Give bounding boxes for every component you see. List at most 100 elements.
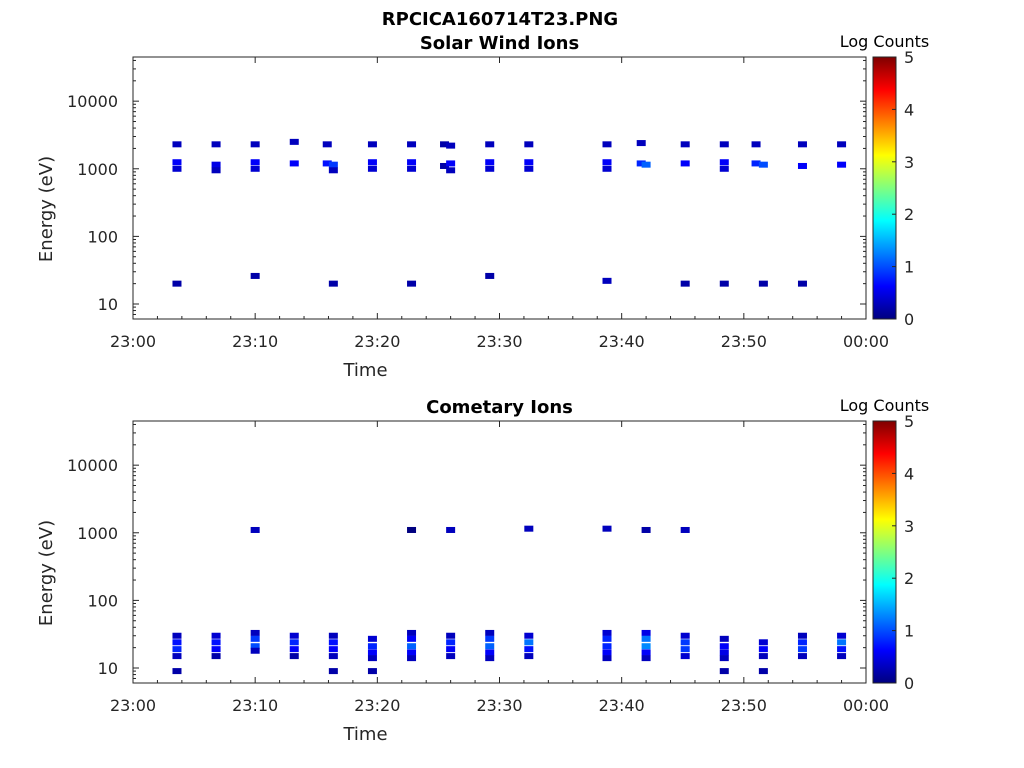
heatmap-cell bbox=[407, 165, 417, 172]
heatmap-cell bbox=[211, 167, 221, 174]
heatmap-cell bbox=[172, 639, 182, 646]
heatmap-cell bbox=[719, 643, 729, 650]
heatmap-cells bbox=[172, 138, 847, 287]
heatmap-cells bbox=[172, 525, 847, 675]
heatmap-cell bbox=[250, 272, 260, 279]
heatmap-cell bbox=[758, 639, 768, 646]
heatmap-cell bbox=[172, 653, 182, 660]
heatmap-cell bbox=[407, 159, 417, 166]
x-tick-label: 23:00 bbox=[110, 332, 156, 351]
colorbar-tick-label: 4 bbox=[904, 100, 914, 119]
heatmap-cell bbox=[289, 653, 299, 660]
heatmap-cell bbox=[751, 141, 761, 148]
y-tick-label: 10000 bbox=[67, 92, 118, 111]
y-tick-label: 100 bbox=[87, 227, 118, 246]
heatmap-cell bbox=[407, 526, 417, 533]
heatmap-cell bbox=[250, 526, 260, 533]
heatmap-cell bbox=[797, 141, 807, 148]
heatmap-cell bbox=[446, 646, 456, 653]
heatmap-cell bbox=[407, 655, 417, 662]
heatmap-cell bbox=[172, 646, 182, 653]
heatmap-cell bbox=[524, 653, 534, 660]
heatmap-cell bbox=[446, 639, 456, 646]
heatmap-cell bbox=[446, 653, 456, 660]
plot-frame bbox=[132, 56, 867, 320]
heatmap-cell bbox=[680, 280, 690, 287]
heatmap-cell bbox=[172, 668, 182, 675]
y-tick-label: 10 bbox=[98, 295, 118, 314]
heatmap-cell bbox=[485, 141, 495, 148]
heatmap-cell bbox=[602, 649, 612, 656]
heatmap-cell bbox=[250, 141, 260, 148]
heatmap-cell bbox=[602, 643, 612, 650]
heatmap-cell bbox=[250, 647, 260, 654]
heatmap-cell bbox=[367, 635, 377, 642]
heatmap-cell bbox=[328, 167, 338, 174]
x-tick-label: 23:30 bbox=[476, 696, 522, 715]
y-tick-label: 1000 bbox=[77, 524, 118, 543]
heatmap-cell bbox=[250, 643, 260, 650]
heatmap-cell bbox=[797, 646, 807, 653]
colorbar-tick-label: 1 bbox=[904, 258, 914, 277]
heatmap-cell bbox=[328, 639, 338, 646]
heatmap-cell bbox=[367, 668, 377, 675]
heatmap-cell bbox=[250, 165, 260, 172]
heatmap-cell bbox=[524, 165, 534, 172]
heatmap-cell bbox=[485, 272, 495, 279]
heatmap-cell bbox=[641, 655, 651, 662]
heatmap-cell bbox=[485, 655, 495, 662]
y-axis-label: Energy (eV) bbox=[36, 156, 57, 262]
colorbar-tick-label: 5 bbox=[904, 48, 914, 67]
heatmap-cell bbox=[758, 280, 768, 287]
heatmap-cell bbox=[367, 643, 377, 650]
x-tick-label: 00:00 bbox=[843, 332, 889, 351]
heatmap-cell bbox=[602, 159, 612, 166]
heatmap-cell bbox=[797, 639, 807, 646]
heatmap-cell bbox=[407, 141, 417, 148]
heatmap-cell bbox=[797, 653, 807, 660]
heatmap-cell bbox=[289, 632, 299, 639]
heatmap-cell bbox=[485, 165, 495, 172]
heatmap-cell bbox=[485, 649, 495, 656]
heatmap-cell bbox=[250, 629, 260, 636]
y-tick-label: 1000 bbox=[77, 160, 118, 179]
x-tick-label: 23:40 bbox=[599, 696, 645, 715]
heatmap-cell bbox=[636, 140, 646, 147]
heatmap-cell bbox=[641, 643, 651, 650]
heatmap-cell bbox=[446, 160, 456, 167]
heatmap-cell bbox=[485, 159, 495, 166]
heatmap-cell bbox=[289, 639, 299, 646]
colorbar-tick-label: 2 bbox=[904, 205, 914, 224]
heatmap-cell bbox=[797, 632, 807, 639]
heatmap-cell bbox=[211, 646, 221, 653]
heatmap-cell bbox=[680, 632, 690, 639]
heatmap-cell bbox=[407, 635, 417, 642]
x-tick-label: 23:30 bbox=[476, 332, 522, 351]
heatmap-cell bbox=[367, 159, 377, 166]
heatmap-cell bbox=[837, 639, 847, 646]
colorbar-tick-label: 0 bbox=[904, 310, 914, 329]
heatmap-cell bbox=[367, 649, 377, 656]
heatmap-cell bbox=[322, 141, 332, 148]
heatmap-cell bbox=[680, 653, 690, 660]
heatmap-cell bbox=[524, 159, 534, 166]
heatmap-cell bbox=[172, 632, 182, 639]
colorbar-tick-label: 2 bbox=[904, 569, 914, 588]
heatmap-cell bbox=[636, 160, 646, 167]
heatmap-cell bbox=[680, 639, 690, 646]
heatmap-cell bbox=[719, 649, 729, 656]
heatmap-cell bbox=[837, 646, 847, 653]
heatmap-cell bbox=[641, 629, 651, 636]
heatmap-cell bbox=[797, 280, 807, 287]
heatmap-cell bbox=[446, 526, 456, 533]
y-tick-label: 100 bbox=[87, 591, 118, 610]
x-tick-label: 00:00 bbox=[843, 696, 889, 715]
heatmap-cell bbox=[837, 632, 847, 639]
heatmap-cell bbox=[719, 635, 729, 642]
heatmap-cell bbox=[440, 141, 450, 148]
heatmap-cell bbox=[680, 646, 690, 653]
colorbar-tick-label: 3 bbox=[904, 153, 914, 172]
heatmap-cell bbox=[680, 141, 690, 148]
